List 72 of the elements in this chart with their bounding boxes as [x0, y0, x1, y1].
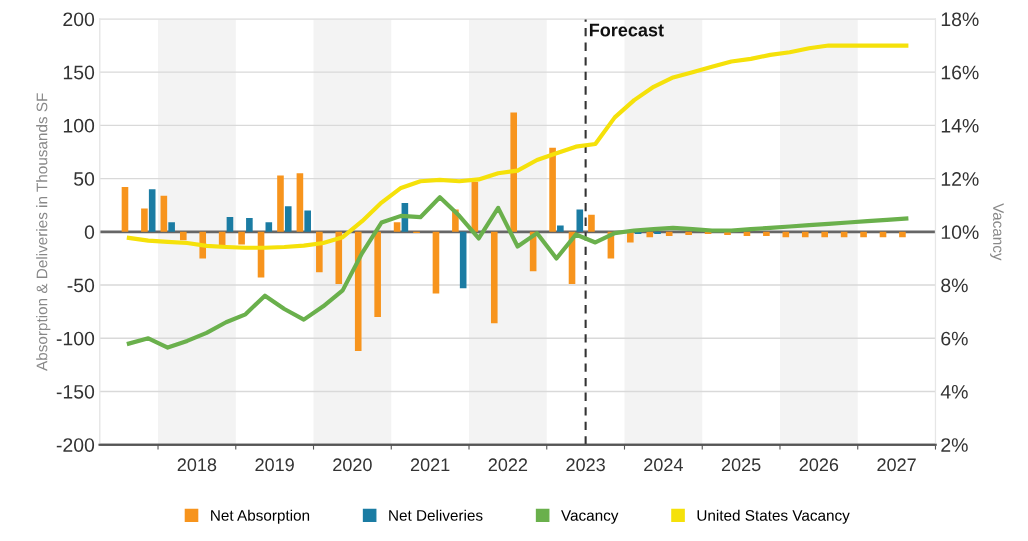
y2-tick-label: 16%	[941, 65, 979, 80]
bar	[121, 187, 129, 232]
y-tick-label: -50	[67, 278, 95, 293]
bar	[335, 231, 343, 284]
y-tick-label: 50	[74, 172, 95, 186]
y-tick-label: -150	[56, 384, 95, 399]
y-tick-label: 150	[63, 65, 95, 80]
y2-tick-label: 10%	[941, 225, 979, 240]
bar	[277, 175, 284, 232]
bar	[646, 231, 654, 238]
bar	[168, 222, 175, 232]
bar	[246, 217, 253, 232]
bar	[490, 231, 498, 324]
x-tick-label: 2020	[333, 458, 372, 472]
bar	[284, 206, 292, 232]
x-tick-label: 2023	[566, 458, 605, 472]
legend-label: Net Deliveries	[389, 509, 483, 521]
x-tick-label: 2026	[799, 458, 839, 472]
legend-label: United States Vacancy	[697, 509, 850, 524]
bar	[148, 189, 156, 232]
bar	[304, 210, 311, 232]
bar	[899, 231, 906, 238]
bar	[576, 209, 584, 232]
bar	[141, 208, 148, 232]
y2-tick-label: 2%	[941, 438, 968, 452]
bar	[432, 231, 440, 294]
bar	[557, 225, 564, 232]
bar	[510, 112, 518, 232]
bar	[265, 222, 273, 232]
x-tick-label: 2022	[488, 458, 528, 472]
legend-label: Vacancy	[561, 510, 619, 524]
bar	[393, 222, 401, 232]
bar	[821, 231, 828, 238]
y-tick-label: 200	[63, 12, 95, 27]
bar	[354, 231, 362, 352]
y2-tick-label: 14%	[941, 118, 979, 133]
y2-tick-label: 6%	[941, 331, 968, 346]
bar	[226, 216, 234, 232]
bar	[665, 231, 673, 237]
x-tick-label: 2027	[877, 458, 916, 472]
bar	[685, 231, 692, 236]
bar	[763, 231, 770, 237]
bar	[374, 231, 381, 317]
line-series	[126, 43, 909, 250]
y2-tick-label: 8%	[941, 278, 968, 293]
bar	[296, 173, 304, 232]
bar	[860, 231, 867, 238]
y2-tick-label: 4%	[940, 385, 968, 399]
bar	[238, 231, 245, 245]
ref-line-label: Forecast	[589, 23, 664, 37]
y-tick-label: 0	[84, 225, 95, 240]
x-tick-label: 2019	[255, 458, 294, 472]
x-tick-label: 2018	[177, 458, 217, 472]
bar	[459, 231, 467, 289]
y-tick-label: -200	[56, 438, 95, 452]
bar	[801, 231, 809, 238]
y-axis-title: Absorption & Deliveries in Thousands SF	[36, 93, 51, 371]
x-tick-label: 2024	[644, 458, 683, 472]
y-tick-label: -100	[56, 331, 95, 346]
x-tick-label: 2021	[410, 458, 450, 472]
bar	[588, 214, 595, 232]
bar	[549, 147, 556, 232]
legend-label: Net Absorption	[211, 509, 310, 524]
y2-tick-label: 18%	[941, 12, 979, 27]
y-tick-label: 100	[63, 118, 95, 133]
y2-axis-title: Vacancy	[990, 203, 1004, 261]
bar	[160, 195, 168, 232]
bar	[654, 231, 661, 234]
x-tick-label: 2025	[721, 458, 761, 472]
bar	[179, 231, 187, 241]
y2-tick-label: 12%	[941, 172, 979, 186]
line-series	[126, 195, 909, 350]
